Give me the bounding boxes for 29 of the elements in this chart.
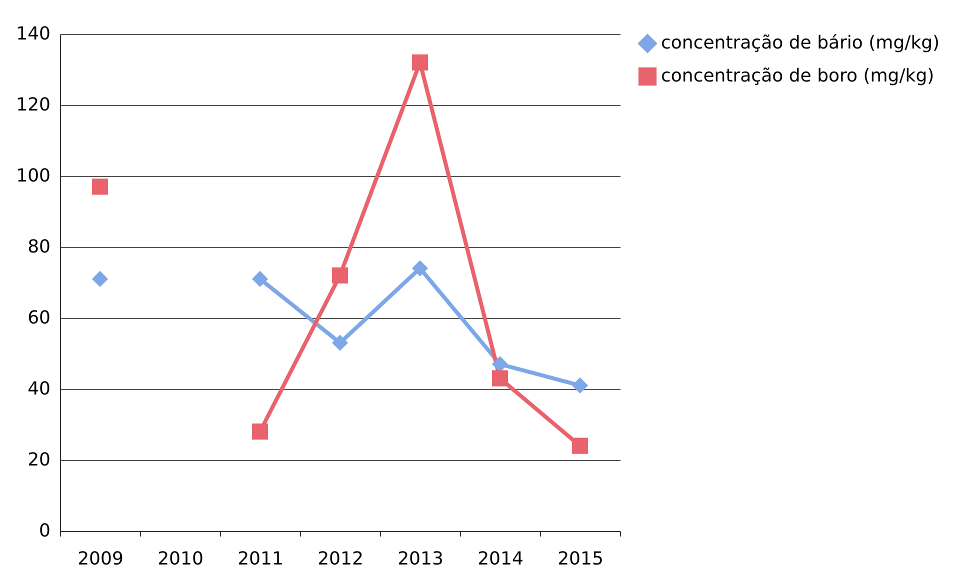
point bbox=[572, 438, 588, 454]
legend-label: concentração de boro (mg/kg) bbox=[661, 66, 934, 86]
y-tick-label: 40 bbox=[28, 378, 50, 400]
legend-label: concentração de bário (mg/kg) bbox=[661, 32, 940, 54]
point bbox=[332, 334, 348, 351]
point bbox=[252, 270, 268, 288]
point bbox=[92, 270, 108, 288]
point bbox=[332, 267, 348, 284]
x-tick-label: 2009 bbox=[78, 548, 124, 570]
point bbox=[492, 356, 508, 372]
y-tick-label: 120 bbox=[16, 94, 50, 116]
y-tick-label: 0 bbox=[39, 520, 50, 542]
point bbox=[252, 424, 268, 440]
point bbox=[412, 260, 428, 276]
point bbox=[492, 370, 508, 386]
x-tick-label: 2011 bbox=[238, 548, 284, 570]
y-tick-label: 20 bbox=[28, 450, 50, 470]
x-tick-label: 2014 bbox=[478, 548, 524, 570]
x-tick-label: 2012 bbox=[318, 548, 364, 570]
x-tick-label: 2010 bbox=[158, 548, 204, 570]
y-tick-label: 60 bbox=[28, 308, 50, 328]
y-tick-label: 80 bbox=[28, 236, 50, 258]
point bbox=[92, 178, 108, 195]
y-tick-label: 140 bbox=[16, 24, 50, 44]
x-tick-label: 2013 bbox=[398, 548, 444, 570]
point bbox=[572, 377, 588, 394]
point bbox=[412, 54, 428, 70]
x-tick-label: 2015 bbox=[558, 548, 604, 570]
y-tick-label: 100 bbox=[16, 166, 50, 186]
